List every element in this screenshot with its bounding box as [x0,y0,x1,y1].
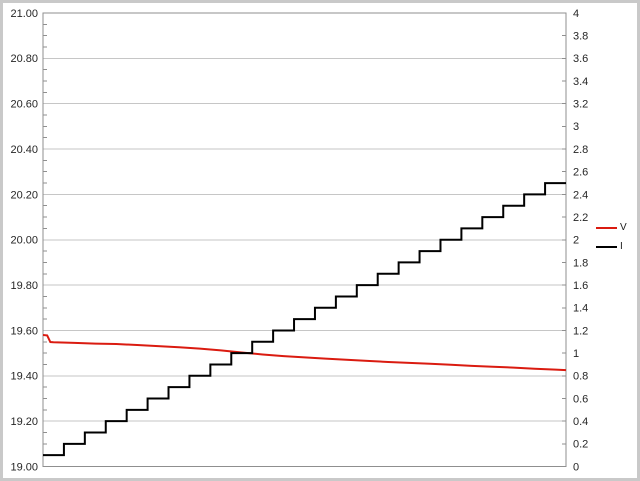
series-i-line [43,182,566,457]
svg-text:3.6: 3.6 [573,53,588,65]
svg-text:19.80: 19.80 [10,280,38,292]
svg-text:21.00: 21.00 [10,8,38,20]
svg-text:0: 0 [573,461,579,473]
svg-text:2.8: 2.8 [573,144,588,156]
svg-text:3.8: 3.8 [573,31,588,43]
voltage-series-line-swatch [596,226,617,229]
svg-text:1.8: 1.8 [573,257,588,269]
svg-text:2.4: 2.4 [573,189,588,201]
svg-text:20.00: 20.00 [10,235,38,247]
svg-text:1: 1 [573,348,579,360]
svg-text:2: 2 [573,235,579,247]
svg-text:0.2: 0.2 [573,439,588,451]
svg-text:20.60: 20.60 [10,99,38,111]
svg-text:19.00: 19.00 [10,461,38,473]
svg-text:0.8: 0.8 [573,371,588,383]
svg-text:0.6: 0.6 [573,393,588,405]
svg-text:1.2: 1.2 [573,325,588,337]
svg-text:3: 3 [573,121,579,133]
current-series-line-swatch [596,245,617,248]
svg-text:1.4: 1.4 [573,303,588,315]
legend-item-voltage: V [596,221,627,234]
svg-text:20.20: 20.20 [10,189,38,201]
chart-legend: V I [596,221,627,253]
svg-text:2.2: 2.2 [573,212,588,224]
svg-text:19.60: 19.60 [10,325,38,337]
series-v-line [42,333,567,372]
svg-text:1.6: 1.6 [573,280,588,292]
voltage-series-label: V [620,222,627,233]
current-series-label: I [620,241,623,252]
svg-text:20.40: 20.40 [10,144,38,156]
svg-text:20.80: 20.80 [10,53,38,65]
svg-text:3.2: 3.2 [573,99,588,111]
svg-text:3.4: 3.4 [573,76,588,88]
svg-text:2.6: 2.6 [573,167,588,179]
svg-text:19.40: 19.40 [10,371,38,383]
legend-item-current: I [596,240,627,253]
svg-text:0.4: 0.4 [573,416,588,428]
svg-text:4: 4 [573,8,579,20]
svg-text:19.20: 19.20 [10,416,38,428]
